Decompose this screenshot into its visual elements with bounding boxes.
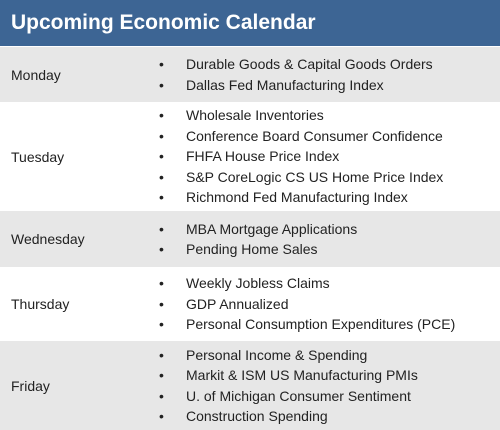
event-list: MBA Mortgage Applications Pending Home S… [150,219,500,260]
day-row-wednesday: Wednesday MBA Mortgage Applications Pend… [0,210,500,267]
event-item: Dallas Fed Manufacturing Index [150,75,500,96]
day-label: Friday [11,377,50,394]
day-row-monday: Monday Durable Goods & Capital Goods Ord… [0,46,500,102]
event-item: Markit & ISM US Manufacturing PMIs [150,365,500,386]
day-label: Monday [11,66,61,83]
day-row-tuesday: Tuesday Wholesale Inventories Conference… [0,102,500,210]
event-item: MBA Mortgage Applications [150,219,500,240]
event-item: Durable Goods & Capital Goods Orders [150,54,500,75]
event-item: FHFA House Price Index [150,146,500,167]
event-list: Durable Goods & Capital Goods Orders Dal… [150,54,500,95]
calendar-title: Upcoming Economic Calendar [0,0,500,46]
event-item: Weekly Jobless Claims [150,273,500,294]
event-list: Wholesale Inventories Conference Board C… [150,105,500,208]
event-item: S&P CoreLogic CS US Home Price Index [150,167,500,188]
day-row-thursday: Thursday Weekly Jobless Claims GDP Annua… [0,267,500,340]
event-item: Personal Income & Spending [150,345,500,366]
day-row-friday: Friday Personal Income & Spending Markit… [0,340,500,430]
event-item: Construction Spending [150,406,500,427]
event-item: Conference Board Consumer Confidence [150,126,500,147]
event-item: Wholesale Inventories [150,105,500,126]
event-item: Pending Home Sales [150,239,500,260]
event-item: GDP Annualized [150,294,500,315]
event-item: Richmond Fed Manufacturing Index [150,187,500,208]
day-label: Thursday [11,296,70,312]
event-item: U. of Michigan Consumer Sentiment [150,386,500,407]
event-list: Weekly Jobless Claims GDP Annualized Per… [150,273,500,335]
day-label: Wednesday [11,231,85,247]
day-label: Tuesday [11,148,65,165]
event-list: Personal Income & Spending Markit & ISM … [150,345,500,427]
event-item: Personal Consumption Expenditures (PCE) [150,314,500,335]
